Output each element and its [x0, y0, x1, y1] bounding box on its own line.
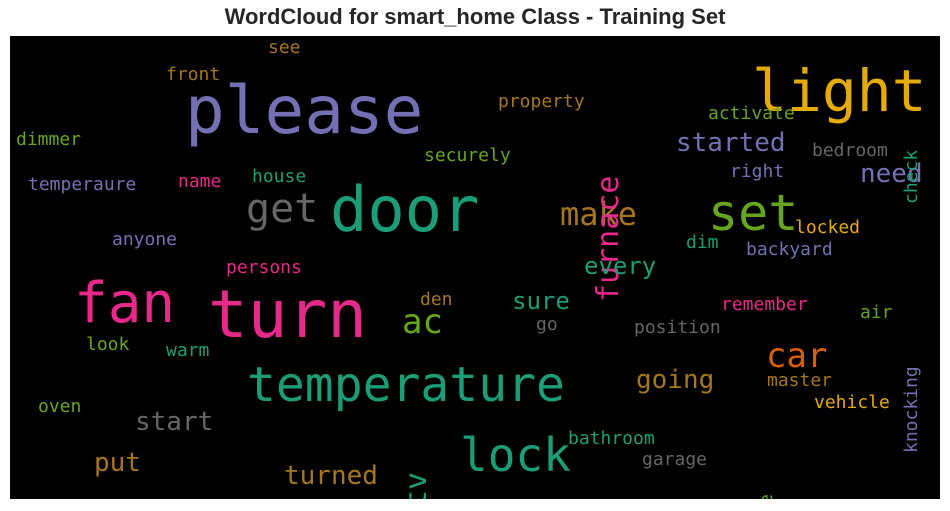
word-front: front [166, 64, 221, 85]
word-lock: lock [460, 428, 571, 482]
word-vehicle: vehicle [814, 392, 890, 413]
word-furnace: furnace [591, 175, 626, 302]
word-need: need [860, 159, 923, 189]
word-house: house [252, 166, 307, 187]
word-lounge: lounge [756, 494, 777, 499]
word-backyard: backyard [746, 239, 833, 260]
word-oven: oven [38, 396, 82, 417]
word-temperaure: temperaure [28, 174, 137, 195]
word-sure: sure [512, 287, 570, 315]
word-get: get [246, 186, 319, 232]
word-bathroom: bathroom [568, 428, 655, 449]
word-persons: persons [226, 257, 302, 278]
word-set: set [708, 184, 799, 242]
word-going: going [636, 365, 715, 395]
word-turned: turned [284, 461, 378, 491]
word-ac: ac [402, 302, 443, 342]
word-check: check [901, 149, 922, 204]
word-fan: fan [74, 271, 176, 336]
word-door: door [330, 173, 480, 246]
word-dim: dim [686, 232, 719, 253]
word-light: light [752, 57, 927, 125]
word-anyone: anyone [112, 229, 178, 250]
word-dimmer: dimmer [16, 129, 82, 150]
word-look: look [86, 334, 130, 355]
word-property: property [498, 91, 585, 112]
word-make: make [560, 195, 638, 233]
word-every: every [584, 252, 657, 280]
word-remember: remember [721, 294, 808, 315]
word-turn: turn [208, 276, 367, 353]
word-see: see [268, 37, 301, 58]
word-garage: garage [642, 449, 708, 470]
word-den: den [420, 289, 453, 310]
word-please: please [185, 72, 424, 149]
word-car: car [766, 336, 828, 376]
word-name: name [178, 171, 222, 192]
word-position: position [634, 317, 721, 338]
word-locked: locked [795, 217, 861, 238]
word-right: right [730, 161, 785, 182]
word-air: air [860, 302, 893, 323]
word-go: go [536, 314, 558, 335]
word-temperature: temperature [247, 357, 565, 413]
word-tv: tv [399, 471, 434, 499]
word-put: put [94, 448, 141, 478]
word-knocking: knocking [901, 366, 922, 453]
chart-title: WordCloud for smart_home Class - Trainin… [224, 4, 726, 29]
word-start: start [135, 407, 214, 437]
word-warm: warm [166, 340, 210, 361]
word-securely: securely [424, 145, 511, 166]
wordcloud-canvas: please door light turn fan temperature set lock… [10, 36, 940, 499]
word-activate: activate [708, 103, 795, 124]
word-started: started [676, 128, 786, 158]
word-master: master [767, 370, 833, 391]
word-bedroom: bedroom [812, 140, 888, 161]
